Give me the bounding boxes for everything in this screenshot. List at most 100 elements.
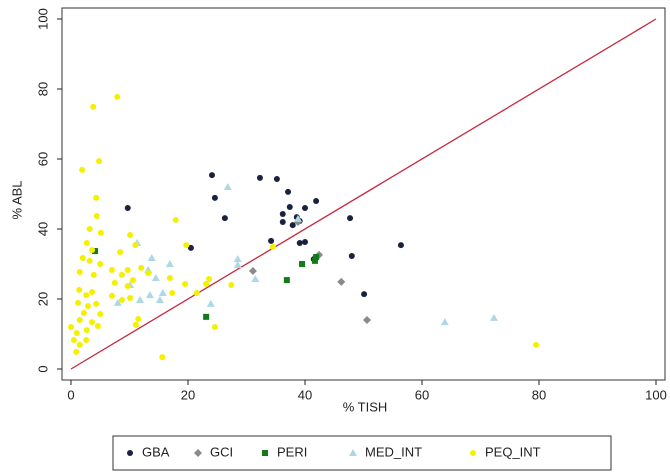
point — [159, 354, 166, 361]
point — [182, 280, 189, 287]
point — [155, 296, 164, 304]
point — [132, 321, 139, 328]
point — [114, 94, 121, 101]
point — [228, 282, 235, 288]
x-axis-label: % TISH — [343, 399, 388, 414]
point — [83, 327, 90, 334]
point — [97, 261, 104, 267]
point — [83, 240, 90, 246]
point — [172, 216, 179, 223]
point — [348, 252, 355, 259]
point — [296, 240, 303, 246]
point — [127, 294, 134, 301]
point — [279, 219, 286, 225]
point — [145, 291, 154, 299]
x-tick-label: 80 — [532, 387, 546, 402]
legend-marker — [194, 449, 202, 457]
point — [233, 261, 242, 269]
point — [124, 205, 131, 211]
point — [299, 261, 306, 267]
point — [269, 243, 276, 250]
point — [79, 255, 86, 262]
point — [97, 311, 104, 318]
point — [91, 248, 98, 255]
point — [313, 254, 320, 260]
y-tick-label: 40 — [35, 222, 50, 236]
point — [68, 324, 74, 330]
point — [135, 315, 142, 322]
point — [93, 213, 100, 220]
point — [206, 299, 215, 307]
point — [73, 348, 80, 355]
point — [93, 300, 100, 307]
point — [94, 322, 101, 329]
point — [83, 336, 90, 343]
point — [206, 276, 213, 283]
point — [183, 242, 190, 249]
point — [166, 275, 173, 281]
y-tick-label: 80 — [35, 82, 50, 96]
point — [76, 286, 83, 293]
point — [268, 237, 275, 244]
point — [397, 242, 404, 249]
point — [273, 175, 280, 182]
point — [169, 290, 176, 297]
point — [285, 188, 292, 195]
y-tick-label: 20 — [35, 292, 50, 306]
point — [96, 158, 103, 165]
point — [132, 242, 139, 249]
point — [279, 210, 286, 217]
point — [118, 297, 125, 304]
point — [208, 172, 215, 179]
reference-line — [70, 18, 657, 370]
legend-marker — [349, 449, 357, 456]
point — [76, 269, 83, 276]
legend-marker — [127, 450, 133, 456]
y-tick-label: 60 — [35, 152, 50, 166]
point — [533, 341, 540, 348]
legend-label: GCI — [210, 444, 233, 459]
legend-label: PEQ_INT — [485, 444, 541, 459]
point — [302, 238, 308, 245]
point — [302, 205, 308, 211]
point — [80, 310, 87, 316]
point — [187, 244, 194, 251]
point — [111, 279, 118, 286]
point — [293, 214, 302, 222]
point — [90, 103, 97, 110]
point — [84, 303, 91, 309]
plot-frame — [61, 7, 666, 381]
point — [233, 255, 242, 263]
legend-marker — [470, 450, 476, 456]
point — [211, 194, 218, 201]
point — [113, 298, 122, 306]
point — [313, 198, 320, 204]
legend-label: PERI — [277, 444, 307, 459]
y-tick-label: 0 — [35, 365, 50, 372]
point — [203, 280, 210, 287]
point — [93, 194, 100, 201]
point — [145, 270, 152, 277]
point — [283, 277, 290, 284]
point — [86, 257, 93, 264]
point — [165, 260, 174, 267]
point — [251, 275, 260, 283]
point — [89, 289, 96, 295]
point — [361, 291, 368, 298]
point — [289, 222, 296, 229]
y-tick-label: 100 — [35, 8, 50, 30]
point — [90, 271, 97, 278]
point — [256, 174, 263, 181]
point — [337, 277, 346, 286]
point — [75, 299, 82, 306]
point — [108, 292, 115, 299]
point — [76, 317, 83, 323]
point — [127, 231, 134, 238]
x-tick-label: 0 — [67, 387, 74, 402]
x-tick-label: 60 — [415, 387, 429, 402]
point — [203, 313, 210, 320]
point — [89, 247, 96, 253]
point — [440, 318, 449, 326]
point — [97, 229, 104, 236]
